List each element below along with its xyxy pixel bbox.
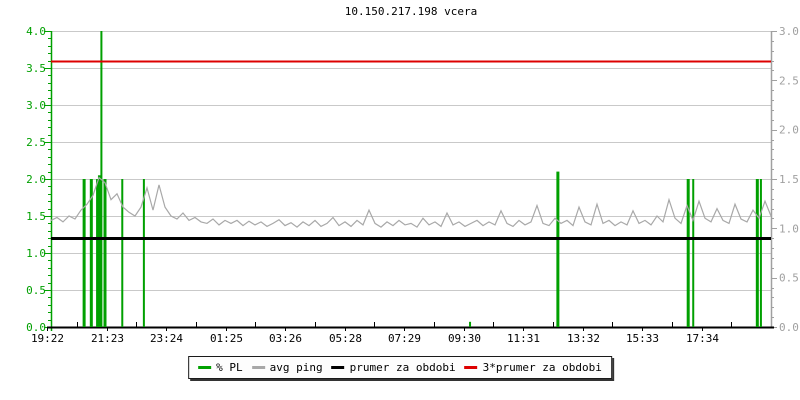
packet-loss-bar: [103, 179, 107, 327]
x-axis-tick-label: 13:32: [567, 332, 600, 345]
packet-loss-bar: [97, 175, 102, 327]
chart-canvas: 4.0 3.5 3.0 2.5 2.0 1.5 1.0 0.5 0.0 3.0 2.5 2.0 1.5 1…: [26, 25, 799, 345]
x-axis-tick-label: 05:28: [329, 332, 362, 345]
left-axis-tick-label: 0.5: [26, 284, 46, 297]
threshold-line-swatch: [464, 366, 478, 369]
left-axis-tick-label: 1.0: [26, 247, 46, 260]
x-axis-tick-label: 03:26: [269, 332, 302, 345]
left-axis-tick-label: 0.0: [26, 321, 46, 334]
x-axis: 19:22 21:23 23:24 01:25 03:26 05:28 07:29 09:30…: [31, 322, 774, 345]
x-axis-tick-label: 09:30: [448, 332, 481, 345]
left-axis: 4.0 3.5 3.0 2.5 2.0 1.5 1.0 0.5 0.0: [26, 25, 53, 334]
left-axis-tick-label: 2.0: [26, 173, 46, 186]
packet-loss-bar: [469, 321, 472, 327]
packet-loss-bar: [686, 179, 690, 327]
right-axis-tick-label: 3.0: [779, 25, 799, 38]
graph-title: 10.150.217.198 vcera: [344, 5, 478, 18]
packet-loss-bar: [142, 179, 145, 327]
legend-label-average: prumer za obdobi: [349, 361, 456, 374]
avg-ping-line-swatch: [251, 366, 265, 369]
legend: % PL avg ping prumer za obdobi 3*prumer …: [188, 356, 612, 379]
left-axis-tick-label: 1.5: [26, 210, 46, 223]
legend-item-average: prumer za obdobi: [331, 361, 456, 374]
right-axis-tick-label: 2.5: [779, 74, 799, 87]
packet-loss-bar: [82, 179, 86, 327]
right-axis: 3.0 2.5 2.0 1.5 1.0 0.5 0.0: [770, 25, 799, 334]
right-axis-tick-label: 1.5: [779, 173, 799, 186]
average-line-swatch: [331, 366, 345, 369]
packet-loss-bar: [556, 171, 560, 327]
right-axis-tick-label: 2.0: [779, 124, 799, 137]
gridlines: [51, 31, 771, 291]
x-axis-tick-label: 19:22: [31, 332, 64, 345]
left-axis-tick-label: 3.0: [26, 99, 46, 112]
left-axis-tick-label: 3.5: [26, 62, 46, 75]
right-axis-tick-label: 0.5: [779, 272, 799, 285]
packet-loss-bar: [759, 179, 762, 327]
legend-label-pl: % PL: [216, 361, 243, 374]
avg-ping-line: [50, 176, 772, 228]
pl-line-swatch: [198, 366, 212, 369]
legend-item-pl: % PL: [198, 361, 243, 374]
legend-item-avg-ping: avg ping: [251, 361, 323, 374]
x-axis-tick-label: 15:33: [626, 332, 659, 345]
legend-item-3x-average: 3*prumer za obdobi: [464, 361, 602, 374]
x-axis-tick-label: 23:24: [150, 332, 183, 345]
x-axis-tick-label: 11:31: [507, 332, 540, 345]
x-axis-tick-label: 07:29: [388, 332, 421, 345]
packet-loss-bar: [692, 179, 695, 327]
packet-loss-bar: [89, 179, 93, 327]
legend-label-avg-ping: avg ping: [269, 361, 323, 374]
packet-loss-bar: [755, 179, 759, 327]
legend-label-3x-average: 3*prumer za obdobi: [482, 361, 602, 374]
x-axis-tick-label: 17:34: [686, 332, 719, 345]
right-axis-tick-label: 1.0: [779, 222, 799, 235]
right-axis-tick-label: 0.0: [779, 321, 799, 334]
packet-loss-bar: [121, 179, 124, 327]
packet-loss-bar: [96, 179, 99, 327]
x-axis-tick-label: 21:23: [91, 332, 124, 345]
left-axis-tick-label: 4.0: [26, 25, 46, 38]
x-axis-tick-label: 01:25: [210, 332, 243, 345]
left-axis-tick-label: 2.5: [26, 136, 46, 149]
